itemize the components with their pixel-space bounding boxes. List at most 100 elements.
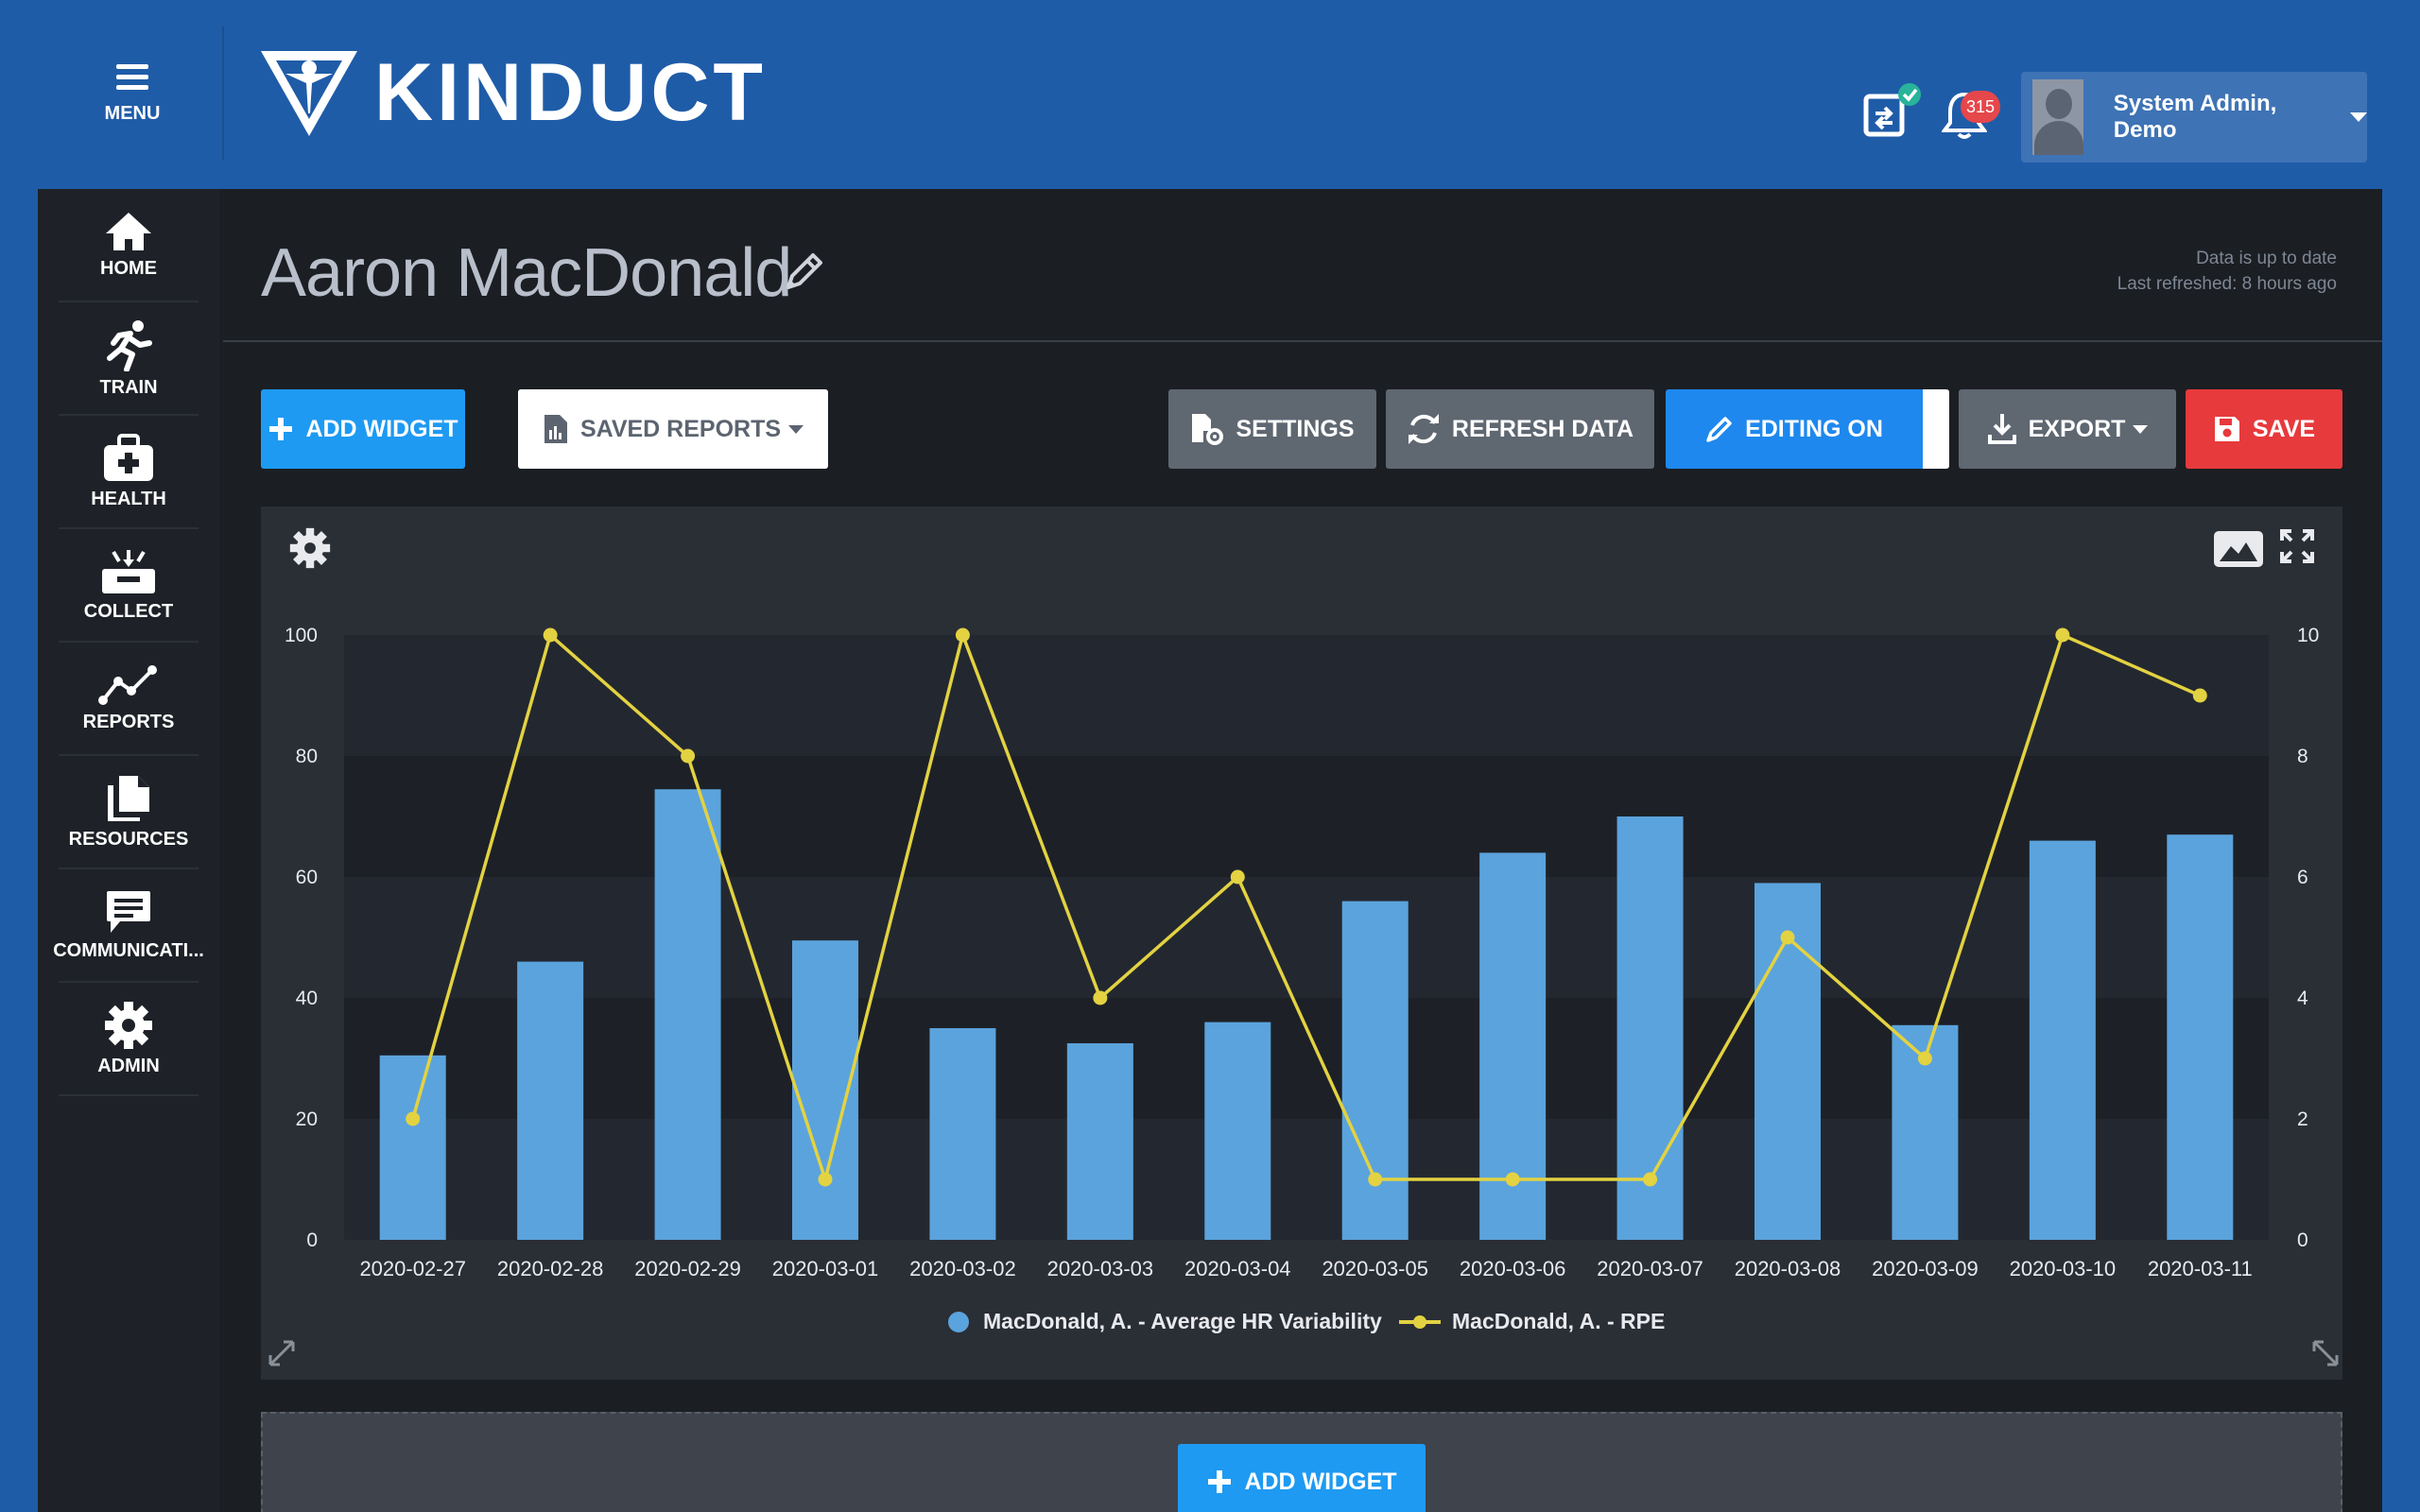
- bar: [517, 961, 584, 1240]
- legend-marker-rpe-dot: [1413, 1315, 1426, 1329]
- sidebar: HOME TRAIN HEALTH COLLECT REPORTS RESOUR…: [38, 189, 219, 1512]
- inbox-icon: [102, 549, 155, 593]
- sidebar-item-label: HOME: [100, 257, 157, 279]
- chevron-down-icon: [2133, 424, 2149, 434]
- saved-reports-dropdown[interactable]: SAVED REPORTS: [518, 389, 828, 469]
- menu-button[interactable]: MENU: [87, 57, 178, 132]
- refresh-data-button[interactable]: REFRESH DATA: [1386, 389, 1654, 469]
- widget-settings-button[interactable]: [289, 527, 331, 574]
- gear-icon: [105, 1001, 152, 1049]
- x-tick-label: 2020-02-29: [634, 1257, 741, 1280]
- notification-badge: 315: [1961, 91, 2000, 123]
- rpe-point: [1230, 869, 1245, 885]
- x-tick-label: 2020-03-02: [909, 1257, 1016, 1280]
- export-dropdown[interactable]: EXPORT: [1959, 389, 2176, 469]
- sidebar-item-train[interactable]: TRAIN: [59, 302, 199, 416]
- sidebar-item-label: TRAIN: [99, 376, 158, 398]
- save-label: SAVE: [2252, 415, 2316, 442]
- chevron-down-icon: [788, 424, 804, 434]
- sidebar-item-label: REPORTS: [82, 711, 175, 732]
- settings-button[interactable]: SETTINGS: [1168, 389, 1376, 469]
- image-export-button[interactable]: [2212, 529, 2265, 574]
- kinduct-logo[interactable]: KINDUCT: [257, 45, 767, 140]
- hamburger-icon: [116, 64, 148, 90]
- add-widget-button[interactable]: ADD WIDGET: [261, 389, 465, 469]
- data-status: Data is up to date Last refreshed: 8 hou…: [2118, 246, 2337, 297]
- sidebar-item-label: COMMUNICATI...: [53, 939, 204, 961]
- sidebar-item-resources[interactable]: RESOURCES: [59, 756, 199, 869]
- x-tick-label: 2020-03-08: [1735, 1257, 1841, 1280]
- avatar: [2032, 79, 2083, 155]
- report-file-icon: [544, 415, 567, 443]
- bar: [2029, 840, 2096, 1240]
- sidebar-item-home[interactable]: HOME: [59, 189, 199, 302]
- logo-text: KINDUCT: [374, 46, 767, 138]
- fullscreen-button[interactable]: [2278, 527, 2316, 570]
- x-tick-label: 2020-02-28: [497, 1257, 604, 1280]
- y-right-tick-label: 0: [2297, 1229, 2308, 1251]
- line-chart-icon: [98, 664, 157, 705]
- legend-label-rpe: MacDonald, A. - RPE: [1452, 1309, 1665, 1333]
- refresh-data-label: REFRESH DATA: [1451, 415, 1634, 442]
- widget-drop-zone: ADD WIDGET: [261, 1412, 2342, 1512]
- resize-icon: [2312, 1340, 2339, 1366]
- sidebar-item-collect[interactable]: COLLECT: [59, 529, 199, 643]
- resize-handle-left[interactable]: [267, 1338, 297, 1373]
- edit-title-button[interactable]: [783, 249, 826, 298]
- bar: [379, 1055, 446, 1240]
- pencil-icon: [1706, 417, 1732, 442]
- sidebar-item-label: COLLECT: [83, 600, 174, 622]
- rpe-point: [406, 1111, 421, 1126]
- y-left-tick-label: 20: [296, 1108, 318, 1130]
- sidebar-item-communications[interactable]: COMMUNICATI...: [53, 869, 204, 983]
- rpe-point: [1780, 930, 1795, 945]
- rpe-point: [1093, 990, 1108, 1005]
- runner-icon: [107, 319, 152, 371]
- sync-status-icon[interactable]: [1862, 83, 1928, 145]
- editing-toggle[interactable]: EDITING ON: [1666, 389, 1949, 469]
- rpe-point: [955, 627, 970, 643]
- file-settings-icon: [1192, 414, 1224, 445]
- message-icon: [107, 890, 150, 933]
- bar: [1341, 901, 1409, 1240]
- home-icon: [106, 212, 151, 250]
- header-divider: [222, 26, 224, 161]
- grid-band: [344, 998, 2269, 1119]
- image-icon: [2214, 531, 2263, 567]
- add-widget-label: ADD WIDGET: [305, 415, 458, 442]
- save-button[interactable]: SAVE: [2186, 389, 2342, 469]
- main-content: Aaron MacDonald Data is up to date Last …: [219, 189, 2382, 1512]
- export-label: EXPORT: [2028, 415, 2126, 442]
- bar: [929, 1028, 996, 1240]
- bar: [1204, 1022, 1271, 1240]
- resize-handle-right[interactable]: [2310, 1338, 2341, 1373]
- sidebar-item-admin[interactable]: ADMIN: [59, 983, 199, 1096]
- files-icon: [108, 775, 149, 821]
- sidebar-item-health[interactable]: HEALTH: [59, 416, 199, 529]
- sidebar-item-reports[interactable]: REPORTS: [59, 643, 199, 756]
- bar: [2167, 834, 2234, 1240]
- x-tick-label: 2020-03-07: [1597, 1257, 1703, 1280]
- x-tick-label: 2020-03-11: [2148, 1257, 2253, 1280]
- plus-icon: [269, 418, 293, 440]
- bar: [1616, 816, 1684, 1240]
- y-left-tick-label: 60: [296, 867, 318, 888]
- rpe-point: [1643, 1172, 1658, 1187]
- y-left-tick-label: 80: [296, 746, 318, 767]
- rpe-point: [1505, 1172, 1520, 1187]
- add-widget-button[interactable]: ADD WIDGET: [1178, 1444, 1426, 1512]
- floppy-disk-icon: [2214, 417, 2239, 441]
- y-right-tick-label: 10: [2297, 625, 2319, 646]
- y-right-tick-label: 2: [2297, 1108, 2308, 1130]
- pencil-icon: [786, 253, 822, 289]
- rpe-point: [1368, 1172, 1383, 1187]
- grid-band: [344, 635, 2269, 756]
- x-tick-label: 2020-03-06: [1460, 1257, 1566, 1280]
- user-menu[interactable]: System Admin, Demo: [2021, 72, 2367, 163]
- rpe-point: [1917, 1051, 1932, 1066]
- resize-icon: [268, 1340, 295, 1366]
- rpe-point: [818, 1172, 833, 1187]
- chart-widget: 0 20 40 60 80 100 0 2 4 6 8 10 2020-02-27 2020-02-28 2…: [261, 507, 2342, 1380]
- menu-label: MENU: [104, 103, 161, 124]
- user-name: System Admin, Demo: [2113, 91, 2277, 143]
